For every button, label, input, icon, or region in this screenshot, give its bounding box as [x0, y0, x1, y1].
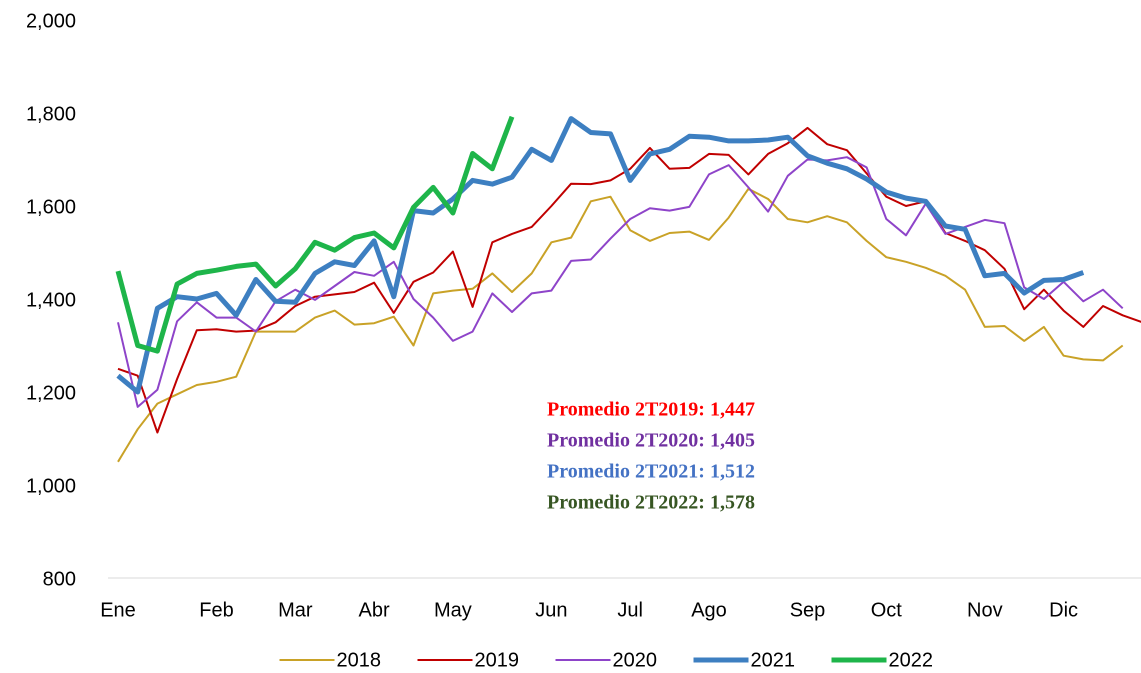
annotation: Promedio 2T2021: 1,512 [547, 461, 755, 483]
series-line [117, 187, 1124, 463]
x-tick-label: Jun [535, 599, 567, 621]
y-tick-label: 1,800 [26, 103, 76, 125]
y-tick-label: 2,000 [26, 10, 76, 32]
legend-label: 2019 [475, 649, 520, 671]
x-tick-label: Sep [790, 599, 826, 621]
x-tick-label: Feb [199, 599, 233, 621]
x-tick-label: Oct [871, 599, 903, 621]
x-tick-label: Nov [967, 599, 1003, 621]
series-line [115, 115, 515, 354]
y-tick-label: 800 [43, 568, 76, 590]
y-tick-label: 1,400 [26, 289, 76, 311]
y-tick-label: 1,600 [26, 196, 76, 218]
x-tick-label: Ene [100, 599, 136, 621]
legend-label: 2022 [889, 649, 934, 671]
x-tick-label: Abr [359, 599, 390, 621]
x-tick-label: Ago [691, 599, 727, 621]
x-tick-label: May [434, 599, 472, 621]
x-tick-label: Jul [617, 599, 643, 621]
legend-label: 2021 [751, 649, 796, 671]
annotation: Promedio 2T2022: 1,578 [547, 492, 755, 514]
series-line [116, 116, 1085, 395]
legend-label: 2018 [337, 649, 382, 671]
x-tick-label: Dic [1049, 599, 1078, 621]
annotation: Promedio 2T2019: 1,447 [547, 399, 755, 421]
y-tick-label: 1,000 [26, 475, 76, 497]
legend-label: 2020 [613, 649, 658, 671]
annotation: Promedio 2T2020: 1,405 [547, 430, 755, 452]
x-tick-label: Mar [278, 599, 313, 621]
series-line [117, 156, 1124, 408]
y-tick-label: 1,200 [26, 382, 76, 404]
